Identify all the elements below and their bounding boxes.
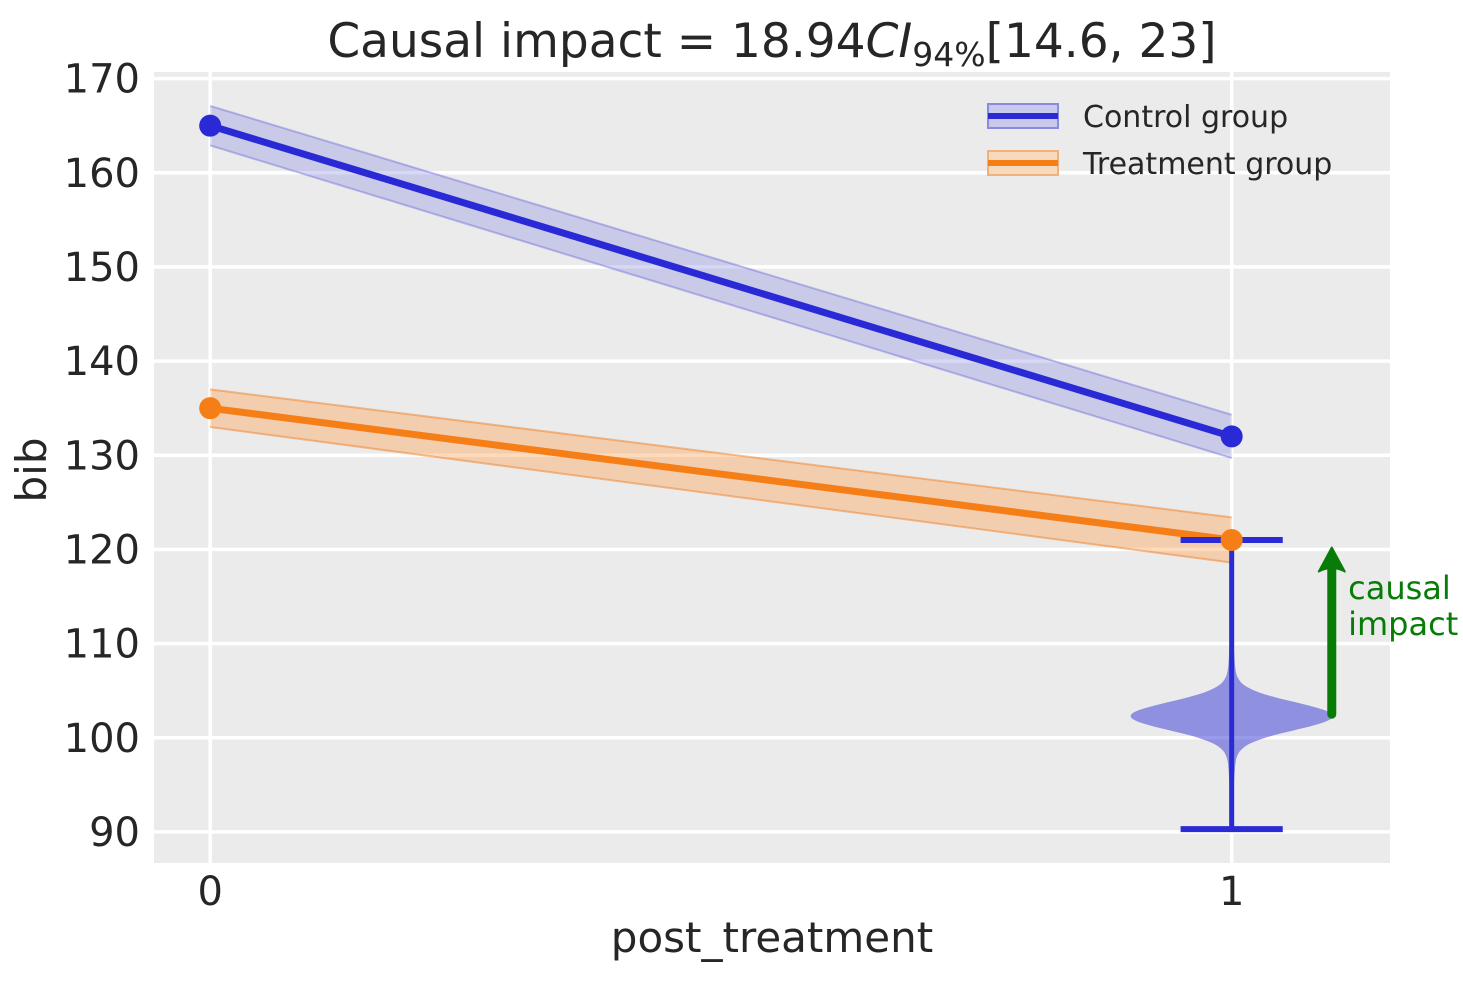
legend-item-treatment: Treatment group bbox=[987, 147, 1332, 182]
data-point bbox=[199, 397, 222, 420]
y-axis-ticks: 90 100 110 120 130 140 150 160 170 bbox=[64, 57, 140, 856]
series-lines bbox=[206, 122, 1236, 544]
legend-label-treatment: Treatment group bbox=[1082, 147, 1332, 182]
y-axis-label: bib bbox=[7, 438, 56, 503]
causal-impact-arrow bbox=[1317, 546, 1346, 719]
data-point bbox=[199, 114, 222, 137]
data-point bbox=[1220, 425, 1243, 448]
chart-title: Causal impact = 18.94CI94%[14.6, 23] bbox=[327, 14, 1216, 74]
legend-label-control: Control group bbox=[1083, 100, 1288, 135]
x-tick-label: 0 bbox=[197, 869, 222, 915]
y-tick-label: 160 bbox=[64, 151, 140, 197]
ci-band-edge bbox=[209, 104, 1232, 416]
legend: Control group Treatment group bbox=[987, 100, 1332, 182]
annotation-line1: causal bbox=[1348, 569, 1451, 607]
ci-band-edge bbox=[210, 388, 1232, 519]
title-ci-subscript: 94% bbox=[912, 35, 985, 74]
title-ci-symbol: CI bbox=[866, 14, 913, 69]
y-tick-label: 120 bbox=[64, 527, 140, 573]
title-ci-interval: [14.6, 23] bbox=[986, 14, 1217, 69]
y-tick-label: 140 bbox=[64, 339, 140, 385]
y-tick-label: 90 bbox=[89, 810, 140, 856]
x-axis-label: post_treatment bbox=[611, 913, 933, 962]
arrow-head bbox=[1317, 546, 1346, 573]
series-markers bbox=[199, 114, 1243, 552]
y-tick-label: 170 bbox=[64, 57, 140, 103]
ci-band-edge bbox=[210, 426, 1232, 564]
title-prefix: Causal impact = 18.94 bbox=[327, 14, 865, 69]
annotation-line2: impact bbox=[1348, 605, 1458, 643]
y-tick-label: 110 bbox=[64, 622, 140, 668]
y-tick-label: 130 bbox=[64, 433, 140, 479]
annotation-text: causal impact bbox=[1348, 569, 1458, 643]
series-line bbox=[206, 404, 1236, 544]
y-tick-label: 150 bbox=[64, 245, 140, 291]
ci-band-edge bbox=[209, 144, 1232, 460]
data-point bbox=[1220, 529, 1243, 552]
series-line bbox=[206, 122, 1236, 440]
y-tick-label: 100 bbox=[64, 716, 140, 762]
x-tick-label: 1 bbox=[1219, 869, 1244, 915]
legend-item-control: Control group bbox=[987, 100, 1288, 135]
